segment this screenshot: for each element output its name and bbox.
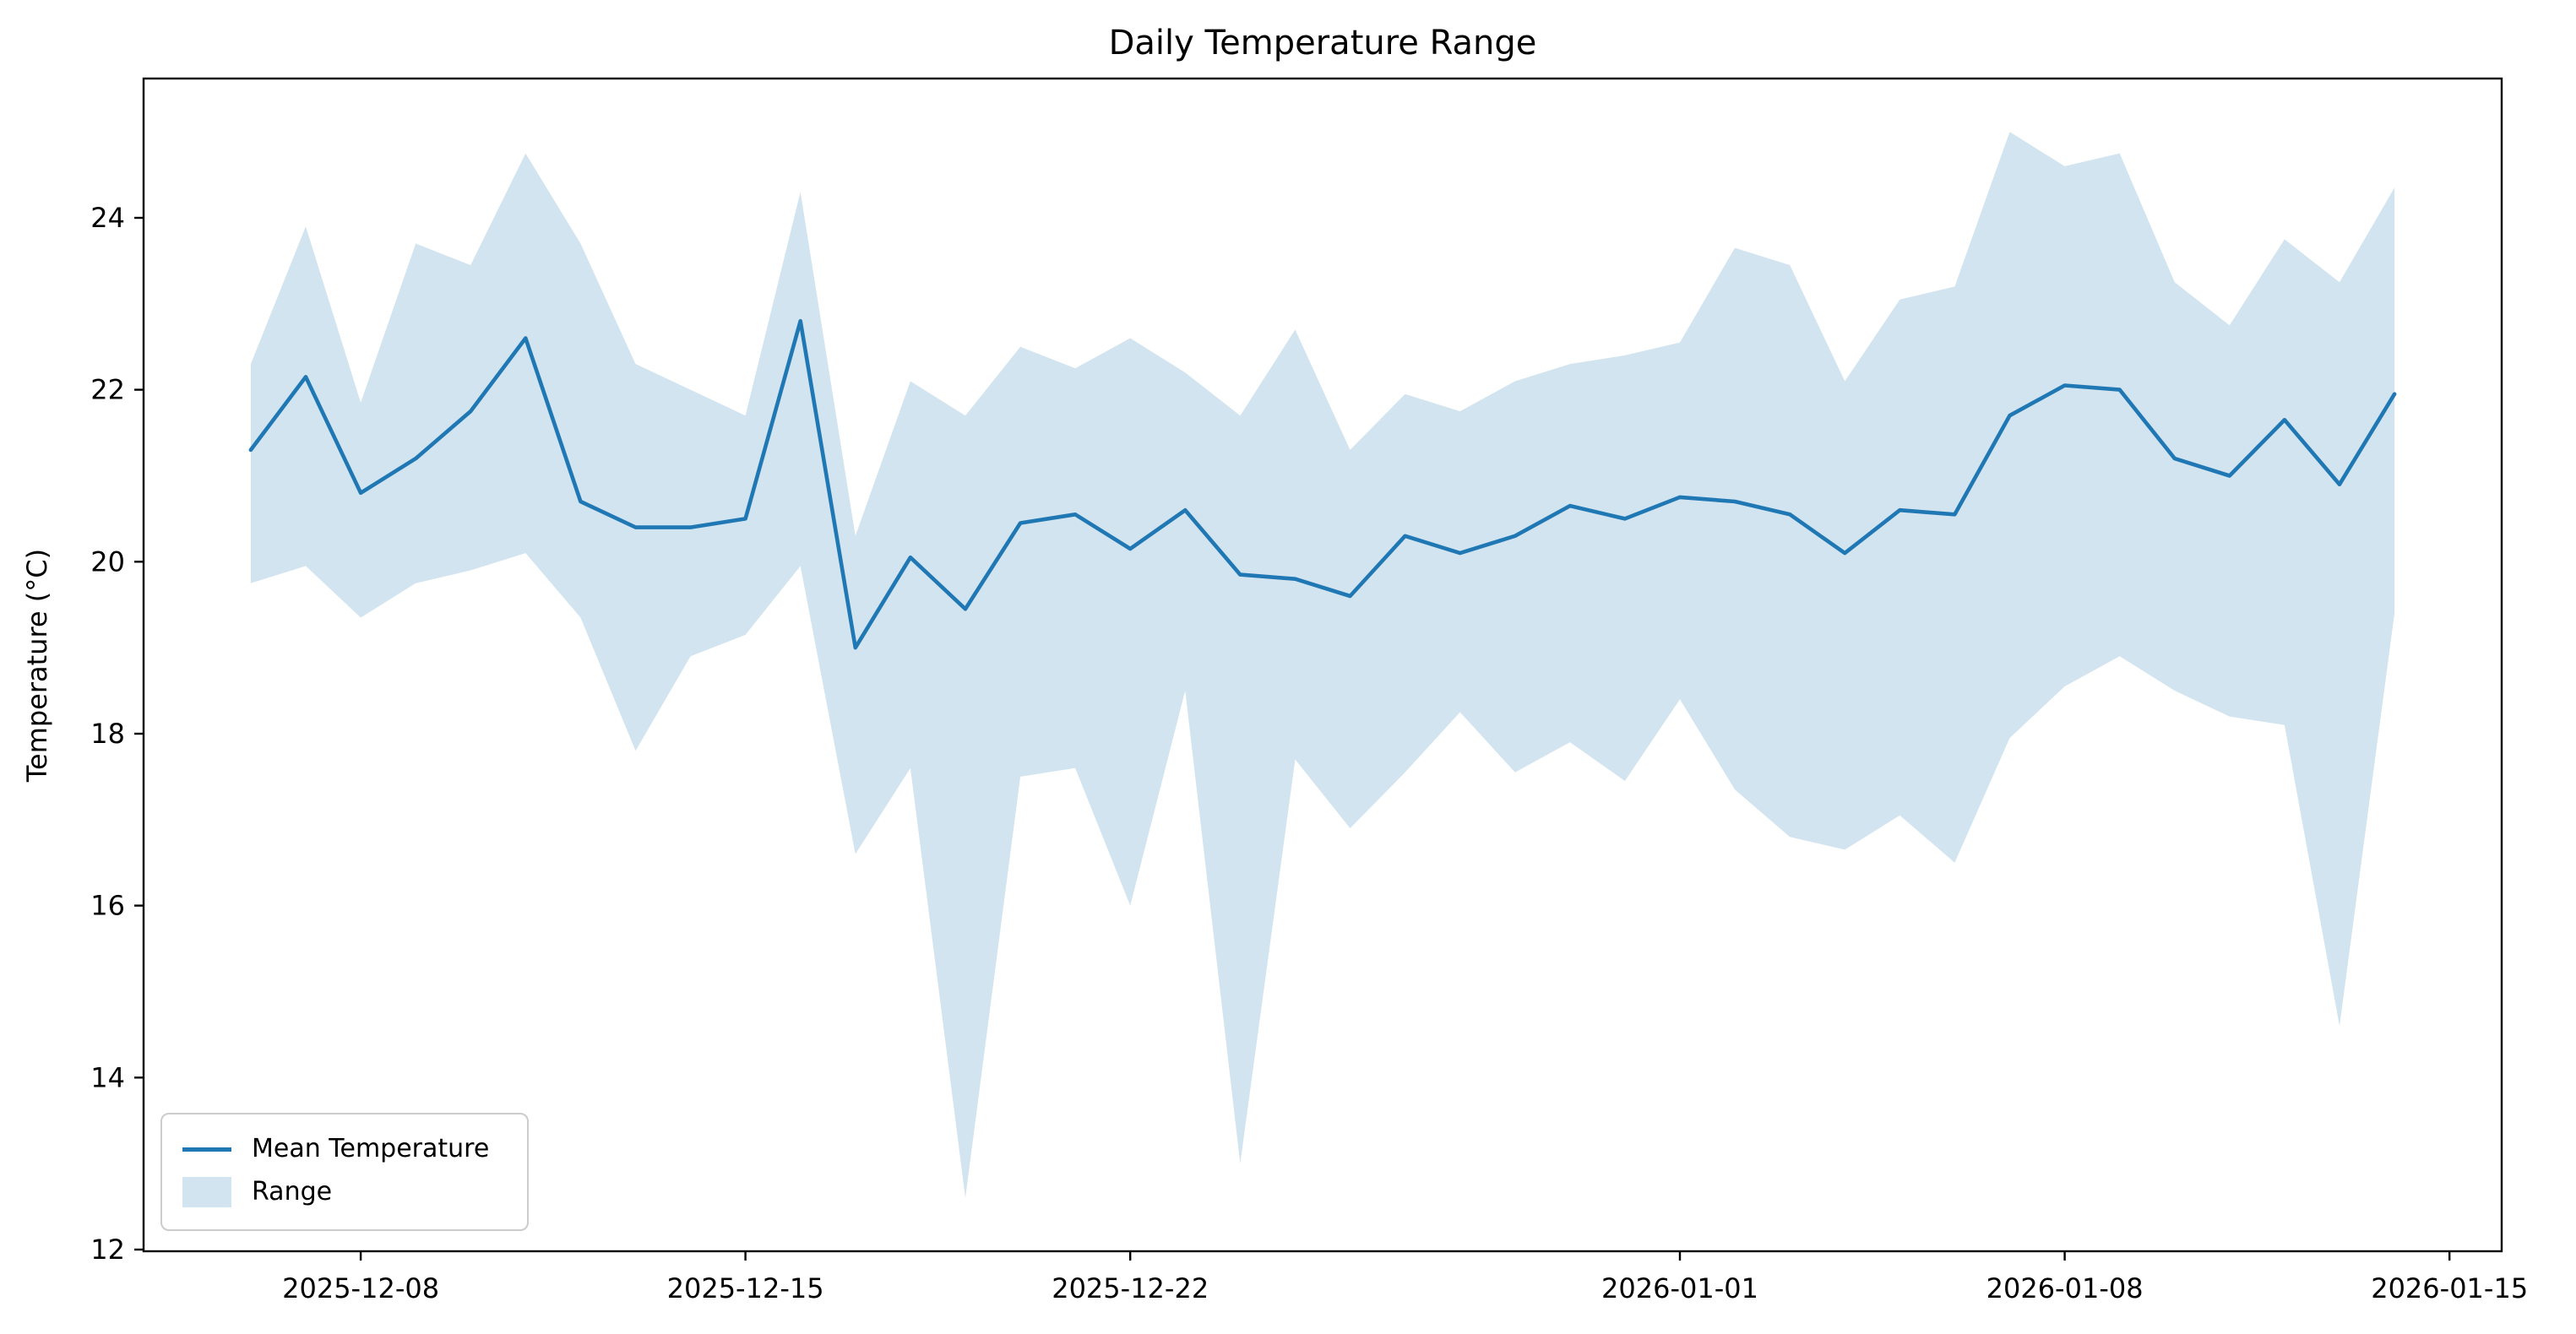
y-axis-label: Temperature (°C)	[21, 548, 53, 783]
y-tick-label: 18	[90, 718, 125, 750]
axes-spines	[142, 77, 2503, 1253]
legend: Mean Temperature Range	[160, 1113, 529, 1231]
range-band	[250, 132, 2395, 1198]
x-tick-label: 2025-12-08	[282, 1272, 439, 1304]
x-tick-label: 2025-12-22	[1052, 1272, 1209, 1304]
legend-item-range: Range	[182, 1177, 527, 1207]
x-tick-label: 2026-01-08	[1986, 1272, 2144, 1304]
x-tick-label: 2026-01-15	[2371, 1272, 2528, 1304]
legend-item-mean: Mean Temperature	[182, 1136, 527, 1162]
y-tick-label: 22	[90, 374, 125, 406]
legend-line-swatch	[182, 1147, 231, 1152]
y-tick-label: 12	[90, 1234, 125, 1266]
x-tick-label: 2025-12-15	[667, 1272, 824, 1304]
y-tick-label: 16	[90, 890, 125, 922]
legend-item-label: Mean Temperature	[252, 1134, 490, 1163]
y-tick-label: 24	[90, 202, 125, 234]
y-tick-label: 14	[90, 1061, 125, 1093]
legend-patch-swatch	[182, 1177, 231, 1207]
legend-item-label: Range	[252, 1177, 333, 1207]
mean-temperature-line	[248, 318, 2397, 650]
y-tick-label: 20	[90, 545, 125, 578]
x-tick-label: 2026-01-01	[1601, 1272, 1758, 1304]
chart-title: Daily Temperature Range	[1108, 24, 1537, 62]
